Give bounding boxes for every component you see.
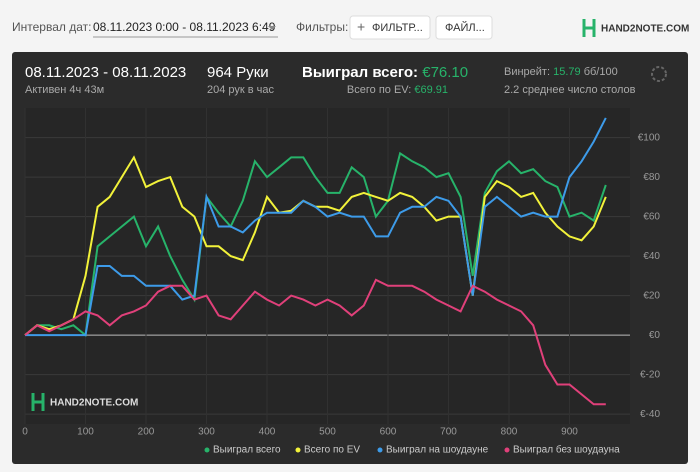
x-tick-label: 100 (77, 427, 94, 438)
hands: 964 Руки (207, 64, 269, 81)
filter-button[interactable] (349, 15, 431, 40)
y-tick-label: €20 (643, 290, 660, 301)
logo-icon (582, 19, 596, 37)
active: Активен 4ч 43м (25, 84, 104, 96)
y-tick-label: €100 (638, 132, 661, 143)
series-line (24, 278, 606, 406)
per-hour: 204 рук в час (207, 84, 275, 96)
won-label: Выиграл всего: (302, 64, 418, 81)
filters-label: Фильтры: (296, 20, 348, 34)
watermark-icon (31, 393, 45, 411)
settings-icon[interactable] (651, 66, 667, 82)
dropdown-arrow (268, 26, 276, 30)
date-range[interactable]: 08.11.2023 0:00 - 08.11.2023 6:49 (93, 20, 276, 34)
x-tick-label: 500 (319, 427, 336, 438)
winrate: Винрейт: 15.79 бб/100 (504, 66, 618, 78)
x-tick-label: 400 (259, 427, 276, 438)
x-tick-label: 300 (198, 427, 215, 438)
winrate-value: 15.79 (553, 66, 581, 78)
y-tick-label: €60 (643, 211, 660, 222)
x-tick-label: 900 (561, 427, 578, 438)
x-tick-label: 200 (138, 427, 155, 438)
ev-label: Всего по EV: (347, 84, 411, 96)
y-tick-label: €0 (649, 330, 661, 341)
legend-marker (377, 447, 383, 453)
ev: Всего по EV: €69.91 (347, 84, 448, 96)
legend-label: Выиграл без шоудауна (513, 444, 620, 456)
y-tick-label: €-40 (640, 409, 660, 420)
plus-icon: + (357, 19, 365, 35)
legend-label: Выиграл всего (213, 445, 281, 456)
won-value: €76.10 (422, 64, 468, 81)
logo: HAND2NOTE.COM (601, 24, 689, 35)
watermark: HAND2NOTE.COM (50, 398, 138, 409)
won: Выиграл всего: €76.10 (302, 64, 468, 81)
legend-marker (295, 447, 301, 453)
winrate-label: Винрейт: (504, 66, 550, 78)
y-tick-label: €40 (643, 251, 660, 262)
tables: 2.2 среднее число столов (504, 84, 636, 96)
filter-button-text: ФИЛЬТР... (372, 22, 423, 34)
dates: 08.11.2023 - 08.11.2023 (25, 64, 186, 81)
y-tick-label: €-20 (640, 369, 660, 380)
x-tick-label: 800 (501, 427, 518, 438)
series-line (24, 151, 607, 337)
ev-value: €69.91 (414, 84, 448, 96)
x-tick-label: 700 (440, 427, 457, 438)
winrate-unit: бб/100 (584, 66, 618, 78)
x-tick-label: 0 (22, 427, 28, 438)
x-tick-label: 600 (380, 427, 397, 438)
legend-label: Всего по EV (304, 445, 360, 456)
file-button[interactable] (435, 15, 493, 40)
legend-label: Выиграл на шоудауне (386, 445, 489, 456)
file-button-text: ФАЙЛ... (445, 21, 485, 34)
y-tick-label: €80 (643, 172, 660, 183)
date-label: Интервал дат: (12, 20, 91, 34)
legend-marker (504, 447, 510, 453)
series-line (25, 117, 607, 337)
legend-marker (204, 447, 210, 453)
plot: €-40 €-20 €0 €20 €40 €60 €80 €100 0 100 200 300 400 5… (22, 108, 660, 438)
